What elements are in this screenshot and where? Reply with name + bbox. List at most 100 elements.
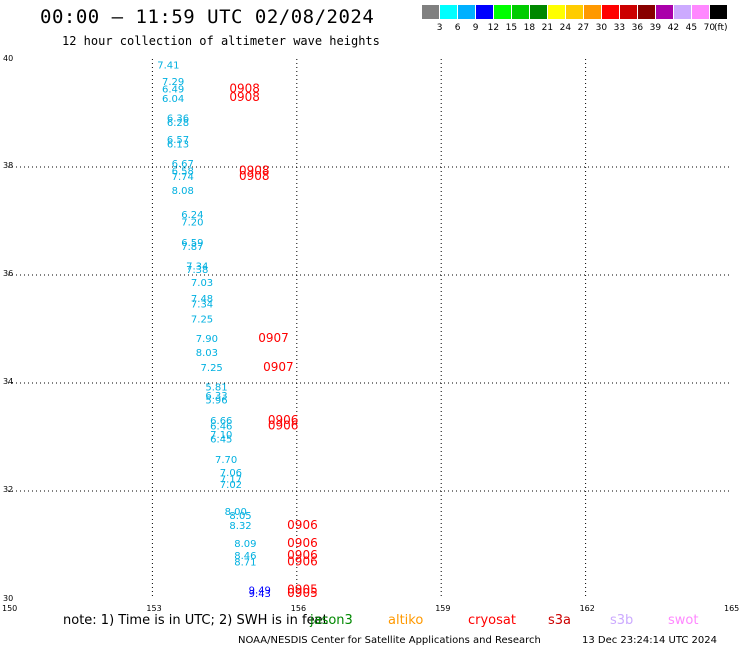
axis-tick-labels: 150 153 156 159 162 165 40 38 36 34 32 30: [2, 54, 739, 613]
legend-swatch: [494, 5, 511, 19]
lat-tick-label: 30: [3, 594, 13, 603]
lon-tick-label: 159: [435, 604, 450, 613]
satellite-s3a: s3a: [548, 613, 572, 628]
wave-height-value: 6.57: [167, 135, 189, 146]
legend-swatch: [566, 5, 583, 19]
wave-height-value: 6.67: [172, 159, 194, 170]
page-subtitle: 12 hour collection of altimeter wave hei…: [62, 34, 380, 48]
wave-height-value: 7.10: [210, 430, 232, 441]
wave-height-value: 7.25: [191, 315, 213, 326]
legend-swatch: [422, 5, 439, 19]
legend-label: 9: [472, 23, 479, 33]
lon-tick-label: 153: [146, 604, 161, 613]
satellite-cryosat: cryosat: [468, 613, 516, 628]
wave-height-value: 8.05: [229, 511, 251, 522]
wave-height-value: 7.87: [181, 242, 203, 253]
footer-note: note: 1) Time is in UTC; 2) SWH is in fe…: [63, 613, 328, 628]
satellite-altiko: altiko: [388, 613, 424, 628]
wave-height-value: 6.04: [162, 94, 184, 105]
legend-label: 3: [436, 23, 443, 33]
wave-height-value: 7.41: [157, 61, 179, 72]
legend-label: 18: [523, 23, 536, 33]
pass-time-label: 0906: [287, 518, 318, 532]
wave-height-value: 7.38: [186, 265, 208, 276]
wave-height-value: 6.59: [181, 238, 203, 249]
legend-label: 70: [703, 23, 716, 33]
pass-time-label: 0906: [287, 555, 318, 569]
legend-label: 33: [613, 23, 626, 33]
legend-swatch: [638, 5, 655, 19]
legend-label: 15: [505, 23, 518, 33]
pass-time-label: 0907: [263, 360, 294, 374]
lat-tick-label: 36: [3, 269, 13, 278]
legend-swatch: [656, 5, 673, 19]
wave-height-value: 6.24: [181, 210, 203, 221]
pass-time-label: 0906: [268, 413, 299, 427]
pass-time-label: 0906: [287, 548, 318, 562]
generated-timestamp: 13 Dec 23:24:14 UTC 2024: [582, 635, 717, 646]
wave-height-value: 7.34: [191, 299, 213, 310]
legend-swatch: [620, 5, 637, 19]
legend-swatch: [548, 5, 565, 19]
wave-height-value: 7.02: [220, 480, 242, 491]
wave-height-value: 6.36: [167, 114, 189, 125]
lat-lon-grid: [8, 59, 730, 599]
satellite-jason3: jason3: [310, 613, 353, 628]
satellite-s3b: s3b: [610, 613, 634, 628]
legend-swatch: [440, 5, 457, 19]
wave-height-value: 7.90: [196, 334, 218, 345]
wave-height-value: 7.74: [172, 172, 194, 183]
legend-swatch: [692, 5, 709, 19]
wave-height-value: 8.71: [234, 558, 256, 569]
lon-tick-label: 150: [2, 604, 17, 613]
legend-swatch: [458, 5, 475, 19]
wave-height-value: 6.49: [162, 84, 184, 95]
legend-label: 45: [685, 23, 698, 33]
wave-height-value: 7.25: [201, 363, 223, 374]
wave-height-value: 8.32: [229, 521, 251, 532]
lon-tick-label: 162: [580, 604, 595, 613]
legend-swatch: [476, 5, 493, 19]
legend-swatch: [674, 5, 691, 19]
legend-unit: (ft): [714, 23, 728, 33]
wave-height-value: 6.46: [210, 421, 232, 432]
legend-label: 6: [454, 23, 461, 33]
wave-height-value: 8.08: [172, 186, 194, 197]
pass-time-label: 0906: [268, 418, 299, 432]
lat-tick-label: 34: [3, 377, 13, 386]
wave-height-value: 7.29: [162, 77, 184, 88]
pass-time-label: 0907: [258, 331, 289, 345]
legend-label: 36: [631, 23, 644, 33]
wave-height-value: 6.13: [167, 140, 189, 151]
lat-tick-label: 38: [3, 161, 13, 170]
legend-label: 39: [649, 23, 662, 33]
lon-tick-label: 165: [724, 604, 739, 613]
pass-time-label: 0906: [287, 536, 318, 550]
legend-swatch: [584, 5, 601, 19]
pass-time-label: 0908: [229, 81, 260, 95]
pass-time-label: 0905: [287, 586, 318, 600]
wave-height-value: 8.03: [196, 348, 218, 359]
legend-label: 12: [487, 23, 500, 33]
pass-time-label: 0908: [229, 90, 260, 104]
satellite-swot: swot: [668, 613, 699, 628]
legend-label: 24: [559, 23, 572, 33]
legend-label: 42: [667, 23, 680, 33]
page-title: 00:00 – 11:59 UTC 02/08/2024: [40, 6, 375, 28]
wave-height-value: 6.66: [210, 416, 232, 427]
legend-swatch: [530, 5, 547, 19]
wave-height-value: 8.00: [225, 507, 247, 518]
legend-swatch: [512, 5, 529, 19]
pass-time-label: 0905: [287, 583, 318, 597]
wave-height-value: 5.96: [205, 396, 227, 407]
wave-height-value: 7.34: [186, 262, 208, 273]
wave-height-value: 7.48: [191, 294, 213, 305]
wave-height-value: 8.46: [234, 551, 256, 562]
wave-height-value: 6.28: [167, 118, 189, 129]
lat-tick-label: 40: [3, 54, 13, 63]
pass-time-label: 0908: [239, 169, 270, 183]
legend-swatch: [710, 5, 727, 19]
wave-height-value: 7.03: [191, 278, 213, 289]
wave-height-value: 6.45: [210, 434, 232, 445]
